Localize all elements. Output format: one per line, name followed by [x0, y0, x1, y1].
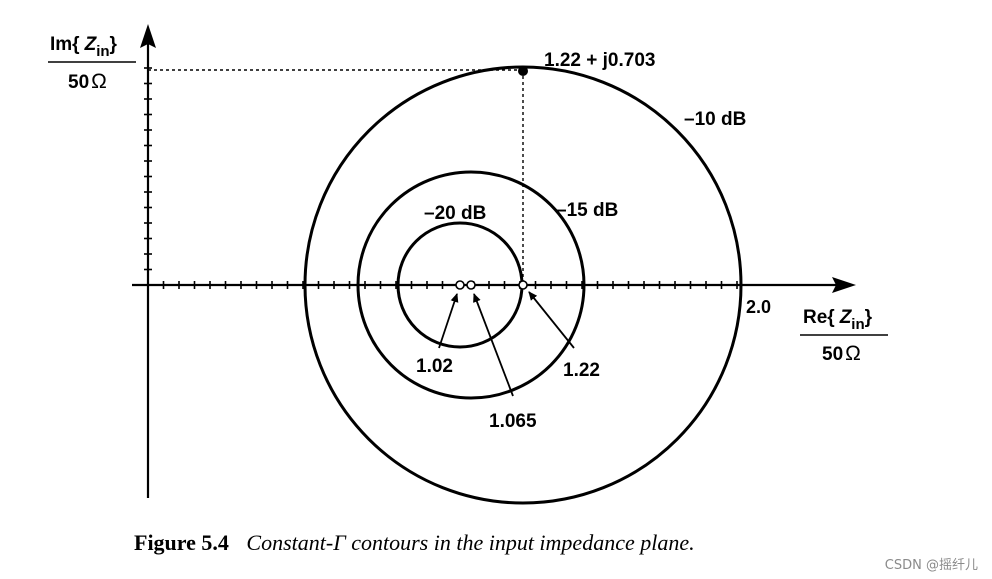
- y-axis-label-top: Im{Zin}: [50, 34, 118, 60]
- contour-label-20db: –20 dB: [424, 203, 486, 224]
- x-axis-arrowhead: [832, 277, 856, 293]
- contour-15db-circle: [356, 170, 586, 400]
- top-point-marker: [518, 66, 528, 76]
- y-axis-arrowhead: [140, 24, 156, 48]
- caption-text: Constant-Γ contours in the input impedan…: [246, 530, 695, 555]
- figure-caption: Figure 5.4 Constant-Γ contours in the in…: [134, 530, 874, 556]
- watermark: CSDN @摇纤儿: [884, 558, 978, 573]
- marker-label-1.065: 1.065: [489, 411, 537, 432]
- x-axis-value-2.0: 2.0: [746, 297, 771, 317]
- center-marker-1.22: [518, 280, 528, 290]
- x-axis-label-bottom: 50Ω: [822, 342, 861, 365]
- contour-label-15db: –15 dB: [556, 200, 618, 221]
- top-point-label: 1.22 + j0.703: [544, 50, 655, 71]
- arrow-1.22: [528, 291, 575, 349]
- arrow-1.02: [438, 293, 459, 349]
- center-marker-1.02: [455, 280, 465, 290]
- center-marker-1.065: [466, 280, 476, 290]
- marker-label-1.22: 1.22: [563, 360, 600, 381]
- contour-label-10db: –10 dB: [684, 109, 746, 130]
- caption-number: Figure 5.4: [134, 530, 229, 555]
- x-axis-label-top: Re{Zin}: [803, 307, 873, 333]
- axis-ticks: [144, 67, 738, 289]
- arrow-1.065: [473, 293, 514, 397]
- y-axis-label-bottom: 50Ω: [68, 70, 107, 93]
- marker-label-1.02: 1.02: [416, 356, 453, 377]
